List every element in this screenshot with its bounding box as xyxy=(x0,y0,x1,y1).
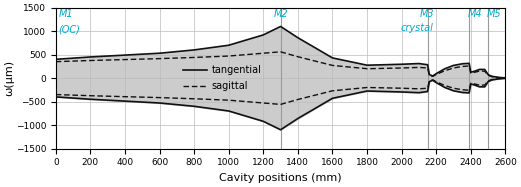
Legend: tangential, sagittal: tangential, sagittal xyxy=(179,61,266,95)
Text: (OC): (OC) xyxy=(58,24,80,34)
X-axis label: Cavity positions (mm): Cavity positions (mm) xyxy=(219,173,342,183)
Text: M1: M1 xyxy=(58,9,73,19)
Text: crystal: crystal xyxy=(401,23,433,33)
Text: M5: M5 xyxy=(487,9,501,19)
Text: M3: M3 xyxy=(419,9,434,19)
Text: M2: M2 xyxy=(274,9,288,19)
Text: M4: M4 xyxy=(468,9,483,19)
Y-axis label: ω(μm): ω(μm) xyxy=(4,60,14,96)
